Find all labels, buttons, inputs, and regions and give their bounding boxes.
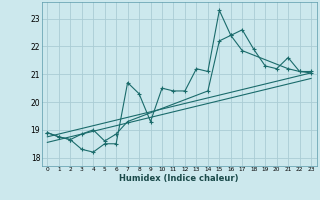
X-axis label: Humidex (Indice chaleur): Humidex (Indice chaleur) <box>119 174 239 183</box>
